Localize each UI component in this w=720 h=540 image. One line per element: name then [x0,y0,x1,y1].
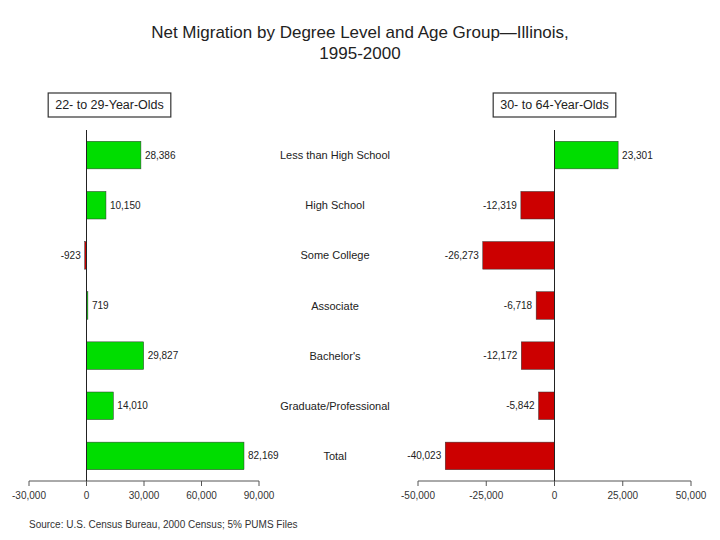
tick-mark [259,481,260,486]
tick-mark [29,481,30,486]
tick-mark [554,481,555,486]
source-note: Source: U.S. Census Bureau, 2000 Census;… [29,519,297,530]
tick-mark [486,481,487,486]
title-line: 1995-2000 [319,44,400,63]
bars [85,141,244,469]
tick-label: 25,000 [607,490,638,501]
panel-label-box [48,93,171,117]
data-label: 29,827 [148,350,179,361]
bar [521,191,555,219]
category-label: Some College [300,249,369,261]
category-label: Bachelor's [309,350,361,362]
tick-label: -50,000 [401,490,435,501]
tick-mark [86,481,87,486]
x-axis-line [29,481,259,482]
data-label: 82,169 [248,450,279,461]
tick-mark [418,481,419,486]
tick-label: -25,000 [469,490,503,501]
category-label: Graduate/Professional [280,400,389,412]
data-label: 28,386 [145,150,176,161]
data-label: 14,010 [117,400,148,411]
data-label: -6,718 [504,300,533,311]
panel-label-box [493,93,616,117]
bar [445,442,554,470]
tick-label: 90,000 [244,490,275,501]
tick-label: 0 [552,490,558,501]
bars [445,141,618,469]
tick-mark [144,481,145,486]
data-label: -12,172 [483,350,517,361]
zero-line [554,130,555,481]
panel: 22- to 29-Year-Olds -30,000 0 30,000 60,000 9… [12,93,279,501]
bar [87,342,144,370]
data-labels: 28,386 10,150 -923 719 29,827 14,010 82,169 [61,150,279,462]
category-label: Associate [311,300,359,312]
bar [536,292,554,320]
data-label: -40,023 [407,450,441,461]
data-label: 23,301 [622,150,653,161]
tick-label: 60,000 [186,490,217,501]
tick-label: 50,000 [676,490,707,501]
bar [483,242,555,270]
bar [87,191,106,219]
category-label: Total [323,450,346,462]
tick-mark [201,481,202,486]
title: Net Migration by Degree Level and Age Gr… [151,23,569,63]
bar [87,442,244,470]
panel-label: 30- to 64-Year-Olds [500,98,609,112]
data-label: 10,150 [110,200,141,211]
background [0,0,720,540]
bar [87,141,141,169]
tick-mark [622,481,623,486]
bar [521,342,554,370]
tick-label: 0 [84,490,90,501]
data-label: -12,319 [483,200,517,211]
data-label: -5,842 [506,400,535,411]
data-label: -923 [61,250,81,261]
category-label: Less than High School [280,149,390,161]
panel: 30- to 64-Year-Olds -50,000 -25,000 0 25,000… [401,93,707,501]
category-label: High School [305,199,364,211]
zero-line [86,130,87,481]
tick-label: -30,000 [12,490,46,501]
bar [555,141,619,169]
tick-label: 30,000 [129,490,160,501]
data-label: -26,273 [445,250,479,261]
bar [539,392,555,420]
bar [87,392,114,420]
data-labels: 23,301 -12,319 -26,273 -6,718 -12,172 -5,842 -… [407,150,653,462]
panel-label: 22- to 29-Year-Olds [55,98,164,112]
tick-mark [691,481,692,486]
chart: Net Migration by Degree Level and Age Gr… [0,0,720,540]
data-label: 719 [92,300,109,311]
title-line: Net Migration by Degree Level and Age Gr… [151,23,569,42]
